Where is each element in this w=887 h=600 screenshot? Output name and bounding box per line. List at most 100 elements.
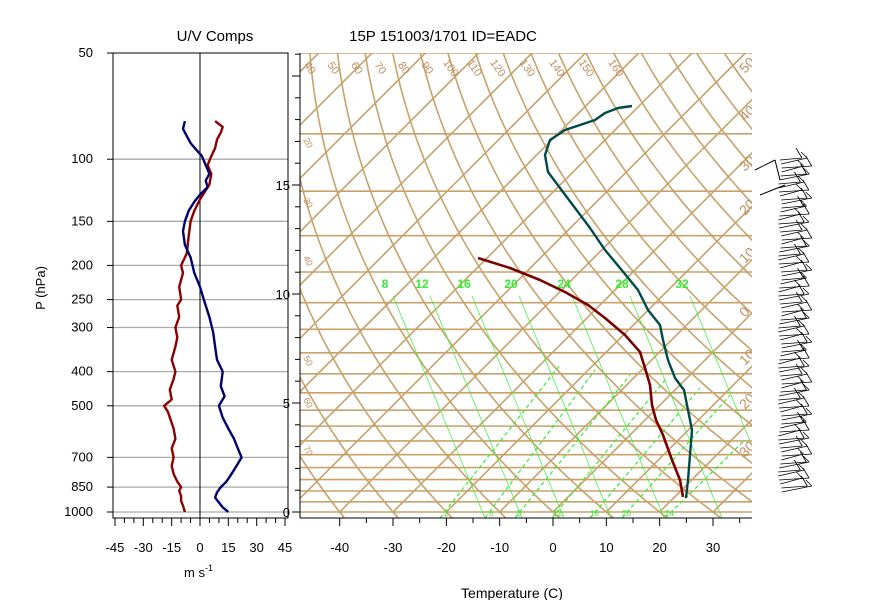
adiabat-label-70: 70: [372, 60, 389, 77]
wind-barb: [778, 397, 805, 405]
wind-barb: [778, 325, 805, 333]
wind-barb-flag: [795, 183, 803, 191]
wind-barb: [781, 413, 812, 421]
dry-adiabat: [300, 175, 507, 518]
uv-xlabel: m s-1: [184, 563, 213, 580]
dry-adiabat: [419, 53, 752, 503]
uv-ylabel: P (hPa): [33, 266, 48, 310]
wind-barb-flag: [802, 311, 810, 319]
isotherm: [300, 53, 640, 393]
wind-barb-flag: [797, 375, 804, 383]
wind-barb: [781, 421, 804, 425]
moist-adiabat: [589, 387, 701, 518]
wind-barb-flag: [795, 147, 803, 159]
temp-label-20: 20: [652, 540, 666, 555]
xtick-label--45: -45: [106, 540, 125, 555]
ptick-label-850: 850: [71, 479, 93, 494]
wind-barb: [778, 221, 805, 225]
moist-label: 2: [444, 509, 449, 518]
edge-label: 20: [301, 136, 315, 150]
wind-barb: [780, 333, 803, 341]
wind-barb: [778, 437, 810, 445]
wind-barb: [781, 445, 808, 453]
wind-barb-flag: [803, 167, 810, 175]
wind-barb-flag: [797, 159, 804, 167]
u-component-line: [162, 120, 224, 513]
temp-label-30: 30: [706, 540, 720, 555]
wind-barb: [781, 197, 808, 201]
wind-barb: [778, 333, 809, 337]
wind-barb-flag: [802, 455, 810, 463]
wind-barb: [778, 293, 810, 301]
wind-barb-flag: [800, 271, 807, 279]
moist-adiabat: [664, 439, 746, 518]
wind-barb-flag: [800, 343, 807, 351]
adiabat-label-100: 100: [440, 57, 460, 79]
wind-barb-flag: [805, 191, 813, 199]
wind-barb: [780, 229, 803, 233]
wind-barb-flag: [802, 251, 810, 263]
wind-barb-flag: [805, 299, 813, 311]
adiabat-label-50: 50: [325, 60, 342, 77]
dry-adiabat: [502, 53, 752, 389]
wind-barb-flag: [805, 227, 813, 239]
wind-barb-flag: [793, 459, 801, 471]
height-label-15: 15: [276, 178, 290, 193]
edge-label: 40: [301, 254, 315, 268]
dry-adiabat: [300, 286, 454, 518]
wind-barb: [778, 285, 801, 293]
wind-barb: [781, 237, 804, 245]
wind-barb: [779, 173, 810, 181]
wind-barb: [778, 469, 801, 473]
dry-adiabat: [336, 53, 615, 518]
wind-barb: [779, 389, 810, 397]
wind-barb-flag: [794, 387, 801, 399]
isotherm: [300, 53, 426, 180]
wind-barb-flag: [802, 383, 810, 391]
temperature-profiles: [477, 104, 694, 499]
wind-barb: [778, 325, 801, 329]
wind-barb: [754, 159, 776, 171]
wind-barb-flag: [802, 203, 810, 215]
wind-barb-flag: [794, 243, 801, 255]
wind-barb: [780, 277, 807, 285]
wind-barb-flag: [802, 395, 810, 407]
wind-barb: [778, 253, 805, 261]
dewpoint-line: [543, 104, 694, 499]
wind-barb: [781, 309, 804, 317]
wind-barb: [778, 405, 810, 409]
dry-adiabat: [557, 53, 752, 315]
ptick-label-150: 150: [71, 213, 93, 228]
wind-barb-flag: [800, 163, 807, 175]
xtick-label-30: 30: [249, 540, 263, 555]
dry-adiabat: [668, 53, 752, 168]
temperature-ticks: -40 -30 -20 -10 0 10 20 30: [330, 518, 741, 555]
isotherm-label: 50: [736, 54, 758, 76]
wind-barb: [781, 197, 812, 205]
wind-barb-flag: [805, 407, 813, 415]
temp-label--30: -30: [384, 540, 403, 555]
wind-barb: [781, 381, 804, 389]
mixing-ratio-label-16: 16: [457, 277, 471, 291]
wind-barb-flag: [802, 179, 810, 191]
wind-barb-flag: [797, 267, 804, 279]
v-component-line: [181, 120, 243, 513]
wind-barb: [778, 221, 809, 229]
skewt-panel: 8 12 16 20 24 28 322 6 8 12 16 20 24 40 50 60 70 80 90 100…: [276, 28, 813, 600]
ptick-label-300: 300: [71, 320, 93, 335]
isotherm: [300, 53, 693, 447]
xtick-label-0: 0: [196, 540, 203, 555]
moist-adiabat: [621, 394, 731, 518]
wind-barb-flag: [805, 443, 813, 455]
wind-barbs: [754, 147, 813, 493]
dry-adiabat: [530, 53, 752, 352]
wind-barb-flag: [802, 359, 810, 367]
wind-barb-flag: [800, 199, 807, 207]
wind-barb-flag: [795, 255, 803, 263]
xtick-label-15: 15: [221, 540, 235, 555]
mixing-ratio-label-24: 24: [557, 277, 571, 291]
wind-barb-flag: [805, 371, 813, 383]
moist-adiabat: [514, 374, 631, 518]
isotherm: [300, 53, 533, 287]
